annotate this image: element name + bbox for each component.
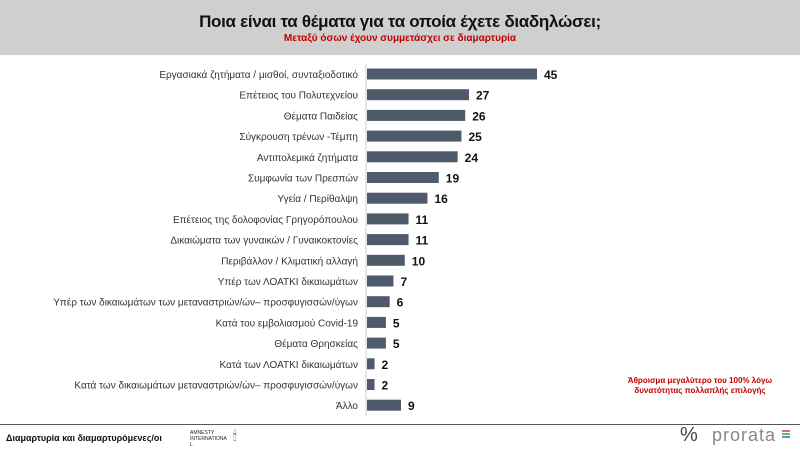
prorata-bars-icon xyxy=(782,430,790,439)
bar xyxy=(367,337,386,349)
bar xyxy=(367,151,458,163)
bar xyxy=(367,109,466,121)
bar xyxy=(367,275,394,287)
bar-chart: Εργασιακά ζητήματα / μισθοί, συνταξιοδοτ… xyxy=(53,64,558,416)
bar xyxy=(367,234,409,246)
bar xyxy=(367,130,462,142)
value-label: 5 xyxy=(393,337,400,351)
footer-title: Διαμαρτυρία και διαμαρτυρόμενες/οι xyxy=(6,433,162,443)
value-label: 6 xyxy=(397,296,404,310)
category-label: Υπέρ των ΛΟΑΤΚΙ δικαιωμάτων xyxy=(218,276,358,288)
category-label: Επέτειος της δολοφονίας Γρηγορόπουλου xyxy=(173,214,358,226)
value-label: 25 xyxy=(468,130,482,144)
bar xyxy=(367,192,428,204)
value-label: 7 xyxy=(400,275,407,289)
category-label: Υπέρ των δικαιωμάτων των μεταναστριών/ών… xyxy=(53,297,358,309)
prorata-logo: prorata xyxy=(712,425,777,445)
category-label: Περιβάλλον / Κλιματική αλλαγή xyxy=(221,255,358,267)
bar xyxy=(367,399,401,411)
category-label: Αντιπολεμικά ζητήματα xyxy=(257,152,358,164)
value-label: 27 xyxy=(476,89,490,103)
category-label: Σύγκρουση τρένων -Τέμπη xyxy=(239,131,358,143)
chart-title: Ποια είναι τα θέματα για τα οποία έχετε … xyxy=(199,12,601,31)
value-label: 5 xyxy=(393,316,400,330)
bar xyxy=(367,213,409,225)
bar xyxy=(367,68,537,80)
value-label: 26 xyxy=(472,109,486,123)
value-label: 2 xyxy=(382,358,389,372)
bar xyxy=(367,316,386,328)
value-label: 45 xyxy=(544,68,558,82)
bar xyxy=(367,358,375,370)
multi-choice-note: Άθροισμα μεγαλύτερο του 100% λόγω δυνατό… xyxy=(627,376,773,395)
category-label: Υγεία / Περίθαλψη xyxy=(277,193,358,205)
bar xyxy=(367,172,439,183)
value-label: 19 xyxy=(446,172,460,186)
header-band: Ποια είναι τα θέματα για τα οποία έχετε … xyxy=(0,0,800,55)
value-label: 9 xyxy=(408,399,415,413)
category-label: Δικαιώματα των γυναικών / Γυναικοκτονίες xyxy=(170,235,358,247)
category-label: Κατά των ΛΟΑΤΚΙ δικαιωμάτων xyxy=(219,359,358,371)
bar xyxy=(367,89,469,101)
bar xyxy=(367,379,375,390)
candle-icon: 🕯 xyxy=(233,428,237,443)
category-label: Κατά των δικαιωμάτων μεταναστριών/ών– πρ… xyxy=(74,380,358,392)
category-label: Θέματα Θρησκείας xyxy=(274,338,358,350)
bar xyxy=(367,254,405,266)
value-label: 24 xyxy=(465,151,479,165)
value-label: 10 xyxy=(412,254,426,268)
amnesty-logo: AMNESTY INTERNATIONAL xyxy=(190,430,227,448)
category-label: Κατά του εμβολιασμού Covid-19 xyxy=(216,317,359,329)
category-label: Επέτειος του Πολυτεχνείου xyxy=(239,90,358,102)
category-label: Εργασιακά ζητήματα / μισθοί, συνταξιοδοτ… xyxy=(159,69,358,81)
chart-subtitle: Μεταξύ όσων έχουν συμμετάσχει σε διαμαρτ… xyxy=(283,33,517,44)
category-label: Συμφωνία των Πρεσπών xyxy=(248,173,358,185)
prorata-percent-icon: % xyxy=(680,424,698,446)
value-label: 11 xyxy=(416,213,429,227)
value-label: 11 xyxy=(416,234,429,248)
category-label: Άλλο xyxy=(336,401,359,412)
value-label: 16 xyxy=(434,192,448,206)
footer-divider xyxy=(0,424,800,425)
category-label: Θέματα Παιδείας xyxy=(284,110,358,122)
value-label: 2 xyxy=(382,379,389,393)
bar xyxy=(367,296,390,308)
